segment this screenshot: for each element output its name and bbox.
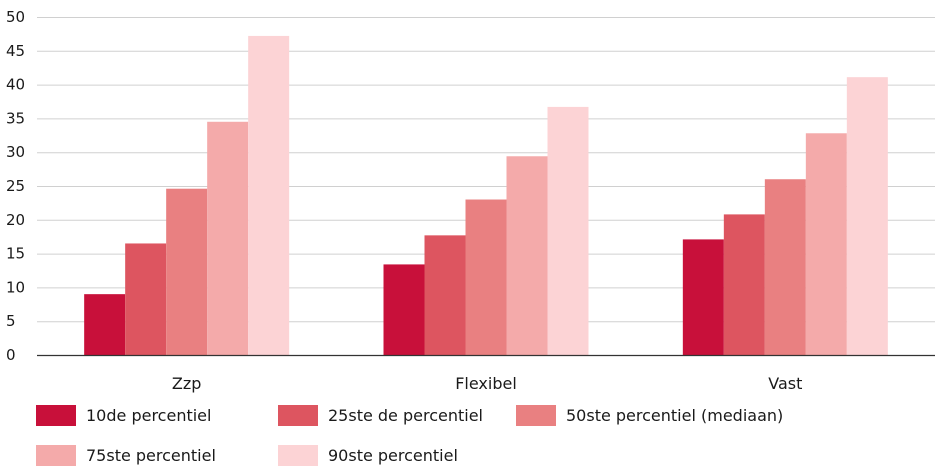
bar <box>207 121 249 355</box>
bar <box>506 156 548 355</box>
legend-label: 50ste percentiel (mediaan) <box>566 406 784 425</box>
y-tick-label: 25 <box>6 177 25 195</box>
legend-item: 75ste percentiel <box>36 445 216 466</box>
bar <box>846 77 888 355</box>
x-tick-label: Flexibel <box>455 374 517 393</box>
y-tick-label: 40 <box>6 76 25 94</box>
legend-label: 10de percentiel <box>86 406 212 425</box>
legend-label: 90ste percentiel <box>328 446 458 465</box>
legend-swatch <box>278 445 318 466</box>
bar <box>805 133 847 355</box>
legend-label: 25ste de percentiel <box>328 406 483 425</box>
legend-item: 50ste percentiel (mediaan) <box>516 405 783 426</box>
bar <box>166 188 208 355</box>
legend-item: 25ste de percentiel <box>278 405 483 426</box>
bar <box>84 294 126 355</box>
y-tick-label: 50 <box>6 8 25 26</box>
bar <box>383 264 425 355</box>
y-tick-label: 15 <box>6 245 25 263</box>
y-tick-label: 35 <box>6 109 25 127</box>
legend-swatch <box>36 405 76 426</box>
bar <box>723 214 765 355</box>
bars <box>84 35 888 356</box>
y-tick-label: 30 <box>6 143 25 161</box>
bar <box>547 106 589 356</box>
bar-chart: 0 5 10 15 20 25 30 35 40 45 50 Zzp Flexibel Vast <box>6 8 935 393</box>
y-tick-label: 5 <box>6 312 16 330</box>
legend-label: 75ste percentiel <box>86 446 216 465</box>
y-axis: 0 5 10 15 20 25 30 35 40 45 50 <box>6 8 25 364</box>
x-axis: Zzp Flexibel Vast <box>172 374 802 393</box>
y-tick-label: 45 <box>6 42 25 60</box>
y-tick-label: 10 <box>6 278 25 296</box>
y-tick-label: 0 <box>6 346 16 364</box>
bar <box>424 235 466 355</box>
legend-item: 90ste percentiel <box>278 445 458 466</box>
legend-swatch <box>278 405 318 426</box>
x-tick-label: Zzp <box>172 374 202 393</box>
bar <box>125 243 167 355</box>
bar <box>682 239 724 355</box>
bar <box>764 179 806 355</box>
bar <box>465 199 507 355</box>
x-tick-label: Vast <box>768 374 802 393</box>
legend-item: 10de percentiel <box>36 405 211 426</box>
legend-swatch <box>516 405 556 426</box>
y-tick-label: 20 <box>6 211 25 229</box>
legend-swatch <box>36 445 76 466</box>
bar <box>248 35 290 355</box>
